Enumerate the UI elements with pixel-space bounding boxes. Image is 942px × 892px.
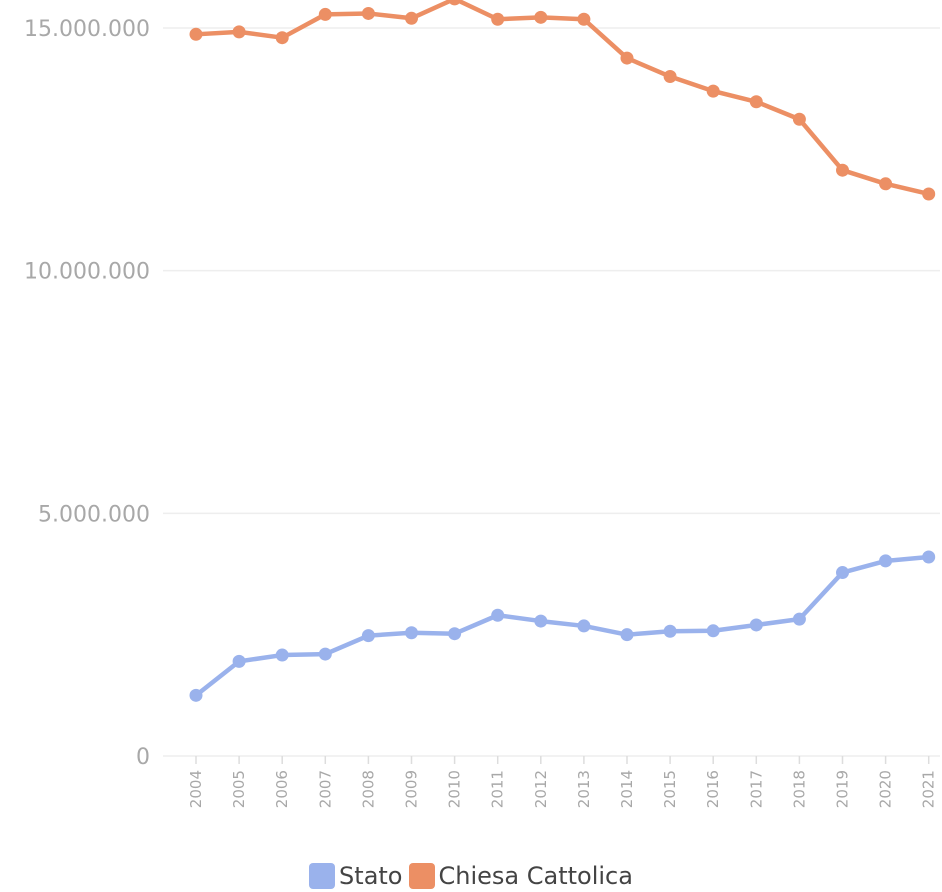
data-point[interactable] [749, 95, 763, 109]
y-tick-label: 10.000.000 [24, 260, 150, 285]
gridlines [163, 27, 940, 757]
data-point[interactable] [922, 187, 936, 201]
series-line-0 [193, 554, 931, 698]
x-axis-ticks: 2004 2005 2006 2007 2008 2009 2010 2011 2012 2013… [187, 756, 938, 808]
data-point[interactable] [663, 624, 677, 638]
x-tick-label: 2017 [747, 770, 765, 808]
data-point[interactable] [836, 163, 849, 177]
legend-item-chiesa-cattolica[interactable]: Chiesa Cattolica [408, 862, 633, 890]
x-tick-label: 2007 [316, 770, 334, 808]
x-tick-label: 2012 [532, 770, 550, 808]
legend-swatch-chiesa-cattolica [408, 863, 435, 889]
legend: Stato Chiesa Cattolica [0, 860, 942, 892]
data-point[interactable] [189, 27, 203, 41]
data-point[interactable] [706, 84, 720, 98]
data-point[interactable] [792, 612, 806, 626]
x-tick-label: 2019 [834, 770, 852, 808]
x-tick-label: 2021 [920, 770, 938, 808]
legend-label-stato: Stato [339, 862, 403, 890]
y-tick-label: 0 [136, 745, 150, 770]
data-point[interactable] [318, 647, 332, 661]
data-point[interactable] [275, 648, 289, 662]
data-point[interactable] [879, 177, 893, 191]
x-tick-label: 2015 [661, 770, 679, 808]
x-tick-label: 2009 [403, 770, 421, 808]
data-point[interactable] [836, 566, 849, 580]
data-point[interactable] [318, 7, 332, 21]
data-point[interactable] [577, 619, 591, 633]
x-tick-label: 2010 [446, 770, 464, 808]
data-point[interactable] [232, 654, 246, 668]
x-tick-label: 2004 [187, 770, 205, 808]
x-tick-label: 2008 [359, 770, 377, 808]
data-point[interactable] [405, 626, 418, 640]
data-point[interactable] [534, 614, 548, 628]
data-point[interactable] [706, 624, 720, 638]
x-tick-label: 2020 [877, 770, 895, 808]
series-line-1 [193, 0, 931, 197]
data-point[interactable] [792, 112, 806, 126]
data-point[interactable] [361, 629, 375, 643]
x-tick-label: 2005 [230, 770, 248, 808]
data-point[interactable] [405, 11, 418, 25]
data-point[interactable] [620, 628, 634, 642]
data-point[interactable] [620, 51, 634, 65]
x-tick-label: 2016 [704, 770, 722, 808]
data-point[interactable] [448, 627, 462, 641]
legend-swatch-stato [309, 863, 336, 889]
x-tick-label: 2011 [489, 770, 507, 808]
series-lines [189, 0, 936, 702]
x-tick-label: 2006 [273, 770, 291, 808]
x-tick-label: 2018 [790, 770, 808, 808]
data-point[interactable] [275, 31, 289, 45]
data-point[interactable] [663, 70, 677, 84]
data-point[interactable] [491, 608, 505, 622]
y-tick-label: 15.000.000 [24, 17, 150, 42]
data-point[interactable] [577, 12, 591, 26]
x-tick-label: 2013 [575, 770, 593, 808]
data-point[interactable] [232, 25, 246, 39]
data-point[interactable] [922, 550, 936, 564]
y-tick-label: 5.000.000 [38, 502, 150, 527]
data-point[interactable] [749, 618, 763, 632]
legend-label-chiesa-cattolica: Chiesa Cattolica [438, 862, 633, 890]
data-point[interactable] [361, 6, 375, 20]
data-point[interactable] [534, 10, 548, 24]
y-axis-ticks: 0 5.000.000 10.000.000 15.000.000 [24, 17, 150, 770]
data-point[interactable] [189, 688, 203, 702]
data-point[interactable] [879, 554, 893, 568]
legend-item-stato[interactable]: Stato [309, 862, 403, 890]
data-point[interactable] [491, 12, 505, 26]
x-tick-label: 2014 [618, 770, 636, 808]
data-point[interactable] [448, 0, 462, 6]
